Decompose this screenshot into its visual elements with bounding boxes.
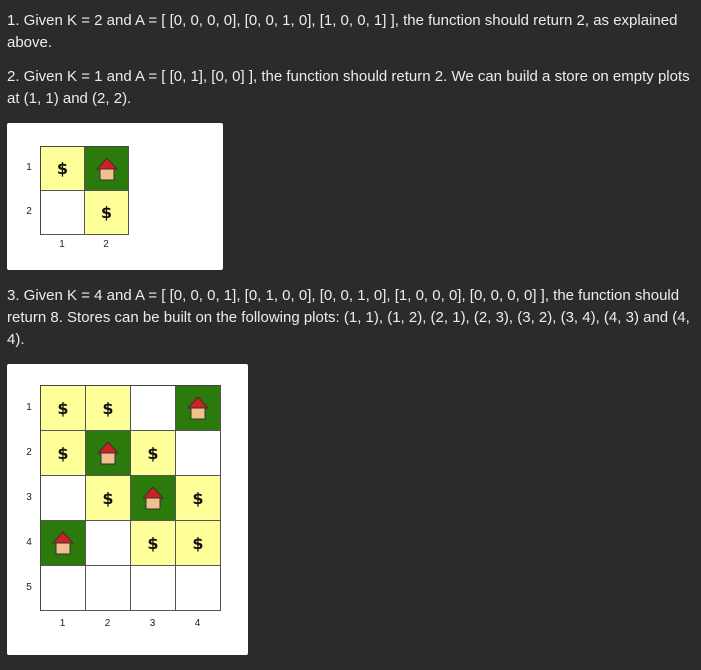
store-plot: $ [85, 191, 129, 235]
store-plot: $ [86, 386, 131, 431]
house-icon [95, 156, 118, 181]
col-label: 1 [59, 239, 65, 250]
row-label: 2 [26, 446, 32, 458]
example-1-text: 1. Given K = 2 and A = [ [0, 0, 0, 0], [… [7, 12, 678, 51]
empty-plot [176, 431, 221, 476]
row-label: 2 [26, 206, 32, 217]
house-plot [131, 476, 176, 521]
row-label: 3 [26, 491, 32, 503]
store-plot: $ [41, 386, 86, 431]
house-icon [97, 441, 119, 465]
example-2-figure: $ $1 2 1 2 [7, 123, 223, 270]
row-label: 1 [26, 401, 32, 413]
empty-plot [41, 476, 86, 521]
plot-grid: $ $ [40, 146, 129, 235]
store-plot: $ [176, 476, 221, 521]
col-label: 1 [59, 618, 66, 629]
store-plot: $ [131, 521, 176, 566]
empty-plot [176, 566, 221, 611]
house-plot [85, 147, 129, 191]
col-label: 4 [194, 618, 201, 629]
example-3-figure: $ $ $ $ $ $ $ $1 2 3 4 5 1 2 3 4 [7, 364, 248, 655]
col-label: 2 [104, 618, 111, 629]
example-2-text: 2. Given K = 1 and A = [ [0, 1], [0, 0] … [7, 68, 690, 107]
store-plot: $ [86, 476, 131, 521]
house-icon [52, 531, 74, 555]
example-3-text: 3. Given K = 4 and A = [ [0, 0, 0, 1], [… [7, 287, 690, 348]
empty-plot [131, 566, 176, 611]
empty-plot [131, 386, 176, 431]
plot-grid: $ $ $ $ $ $ $ $ [40, 385, 221, 611]
store-plot: $ [131, 431, 176, 476]
empty-plot [41, 566, 86, 611]
house-plot [86, 431, 131, 476]
empty-plot [41, 191, 85, 235]
col-label: 2 [103, 239, 109, 250]
row-label: 5 [26, 581, 32, 593]
store-plot: $ [176, 521, 221, 566]
empty-plot [86, 566, 131, 611]
house-plot [41, 521, 86, 566]
col-label: 3 [149, 618, 156, 629]
store-plot: $ [41, 431, 86, 476]
row-label: 1 [26, 162, 32, 173]
empty-plot [86, 521, 131, 566]
house-plot [176, 386, 221, 431]
house-icon [187, 396, 209, 420]
store-plot: $ [41, 147, 85, 191]
house-icon [142, 486, 164, 510]
row-label: 4 [26, 536, 32, 548]
